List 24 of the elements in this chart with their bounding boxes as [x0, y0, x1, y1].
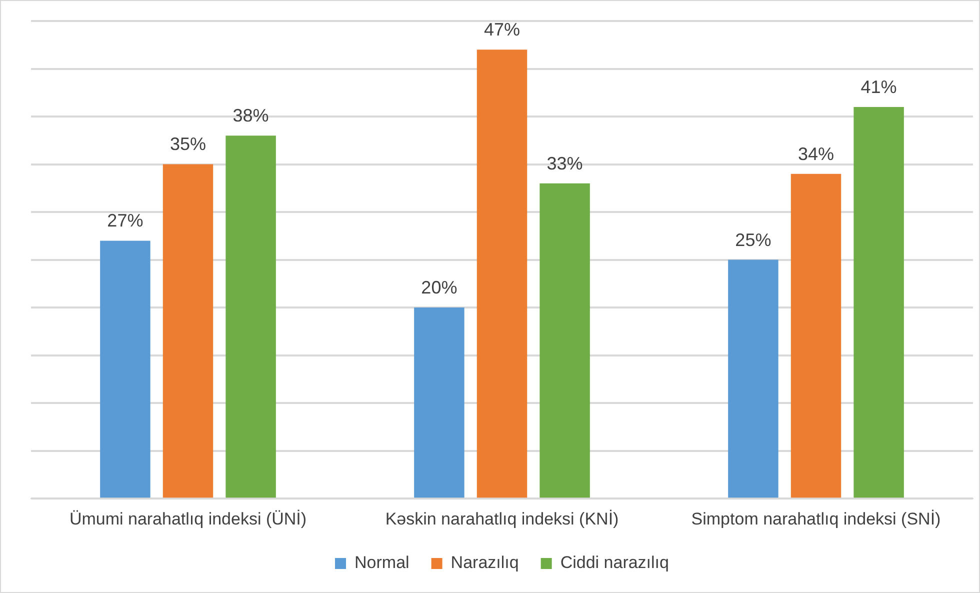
data-label: 47%	[484, 20, 520, 40]
bar	[226, 136, 276, 498]
bar	[476, 50, 528, 498]
bar	[414, 308, 464, 498]
data-label: 25%	[735, 230, 772, 250]
bar	[854, 106, 904, 498]
x-tick-label: Kəskin narahatlıq indeksi (KNİ)	[385, 509, 619, 528]
data-label: 35%	[170, 134, 206, 154]
data-label: 41%	[860, 76, 897, 97]
bar	[162, 164, 214, 498]
data-label: 27%	[107, 210, 144, 231]
legend-label: Ciddi narazılıq	[560, 553, 669, 572]
data-label: 38%	[232, 106, 269, 126]
bar	[728, 260, 778, 498]
bar	[540, 183, 590, 498]
data-label: 34%	[798, 144, 834, 164]
data-label: 33%	[546, 153, 583, 174]
x-tick-label: Ümumi narahatlıq indeksi (ÜNİ)	[69, 509, 307, 528]
x-tick-label: Simptom narahatlıq indeksi (SNİ)	[691, 509, 941, 528]
bar	[100, 240, 150, 498]
bar	[790, 174, 842, 498]
legend-label: Narazılıq	[450, 553, 519, 572]
legend-label: Normal	[354, 553, 410, 572]
data-label: 20%	[421, 278, 458, 298]
